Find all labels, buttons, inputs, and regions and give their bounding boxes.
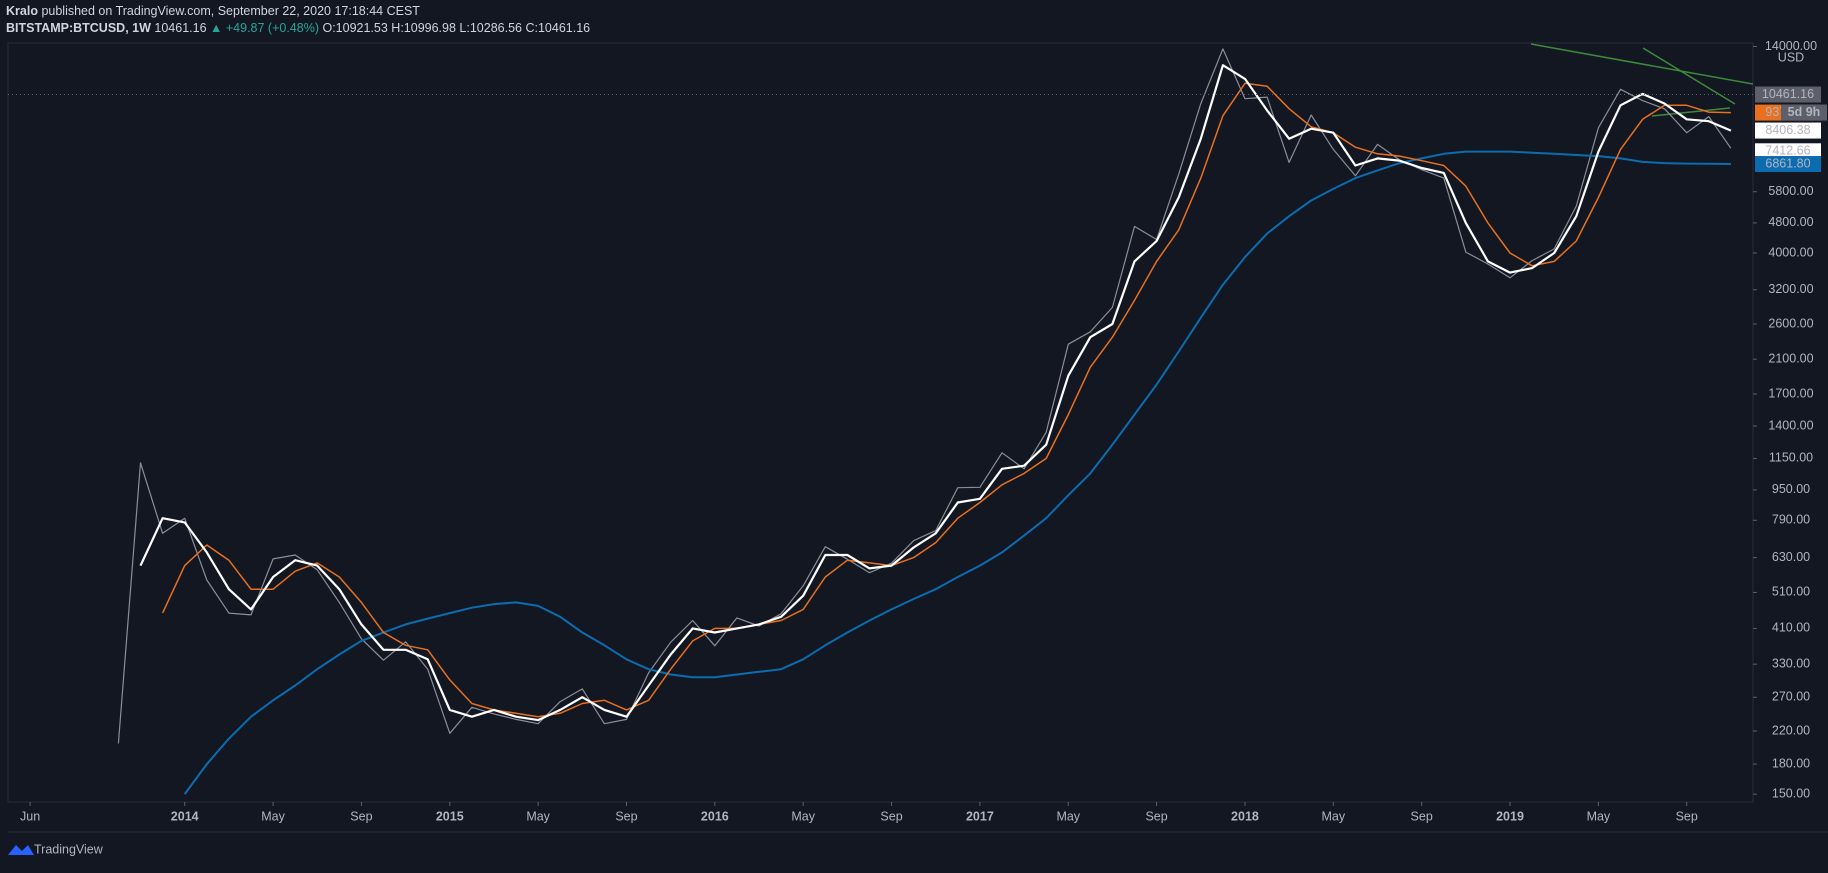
x-tick-label: Sep <box>880 809 902 823</box>
y-tick-label: 14000.00 <box>1765 39 1817 53</box>
x-tick-label: May <box>791 809 815 823</box>
x-tick-label: May <box>1587 809 1611 823</box>
plot-frame <box>7 42 1754 803</box>
price-label-box <box>1755 122 1821 139</box>
y-tick-label: 330.00 <box>1772 656 1810 670</box>
y-tick-label: 180.00 <box>1772 756 1810 770</box>
x-tick-label: Sep <box>1145 809 1167 823</box>
triangle-line <box>1642 47 1736 105</box>
series-line <box>117 48 1732 744</box>
countdown-box <box>1781 104 1827 121</box>
y-tick-label: 150.00 <box>1772 786 1810 800</box>
plot <box>117 48 1732 795</box>
price-label: 7412.66 <box>1765 144 1810 158</box>
y-tick-label: 1700.00 <box>1768 386 1813 400</box>
brand-logo <box>8 845 34 855</box>
x-tick-label: May <box>526 809 550 823</box>
x-tick-label: 2016 <box>701 809 729 823</box>
x-tick-label: 2015 <box>436 809 464 823</box>
y-tick-label: 220.00 <box>1772 723 1810 737</box>
x-tick-label: Sep <box>350 809 372 823</box>
x-tick-label: 2019 <box>1496 809 1524 823</box>
y-tick-label: 1400.00 <box>1768 418 1813 432</box>
series-line <box>139 64 1732 722</box>
triangle-line <box>1651 107 1731 117</box>
series-line <box>161 82 1731 718</box>
drawings <box>1530 43 1753 117</box>
x-tick-label: 2018 <box>1231 809 1259 823</box>
publisher: Kralo published on TradingView.com, Sept… <box>6 4 420 18</box>
x-tick-label: Sep <box>615 809 637 823</box>
price-label: 10461.16 <box>1762 87 1814 101</box>
series-line <box>183 150 1731 795</box>
countdown: 5d 9h <box>1788 105 1821 119</box>
y-tick-label: 630.00 <box>1772 550 1810 564</box>
price-label-box <box>1755 86 1821 103</box>
x-tick-label: Sep <box>1676 809 1698 823</box>
y-tick-label: 2600.00 <box>1768 316 1813 330</box>
symbol-line: BITSTAMP:BTCUSD, 1W 10461.16 ▲ +49.87 (+… <box>6 21 590 35</box>
y-tick-label: 790.00 <box>1772 513 1810 527</box>
y-tick-label: 410.00 <box>1772 621 1810 635</box>
x-tick-label: Jun <box>20 809 40 823</box>
x-tick-label: May <box>1322 809 1346 823</box>
x-tick-label: 2017 <box>966 809 994 823</box>
x-tick-label: 2014 <box>171 809 199 823</box>
price-label: 8406.38 <box>1765 123 1810 137</box>
x-tick-label: Sep <box>1411 809 1433 823</box>
price-label-box <box>1755 156 1821 173</box>
y-tick-label: 2100.00 <box>1768 351 1813 365</box>
y-tick-label: 510.00 <box>1772 585 1810 599</box>
x-tick-label: May <box>1056 809 1080 823</box>
y-tick-label: 950.00 <box>1772 482 1810 496</box>
currency: USD <box>1778 50 1804 64</box>
brand: TradingView <box>34 842 104 856</box>
y-tick-label: 3200.00 <box>1768 282 1813 296</box>
y-tick-label: 5800.00 <box>1768 184 1813 198</box>
x-tick-label: May <box>261 809 285 823</box>
y-tick-label: 4800.00 <box>1768 215 1813 229</box>
trend-line <box>1530 43 1753 85</box>
y-tick-label: 4000.00 <box>1768 245 1813 259</box>
price-label: 6861.80 <box>1765 156 1810 170</box>
price-label-box <box>1755 143 1821 160</box>
y-tick-label: 270.00 <box>1772 690 1810 704</box>
y-tick-label: 1150.00 <box>1769 451 1813 465</box>
